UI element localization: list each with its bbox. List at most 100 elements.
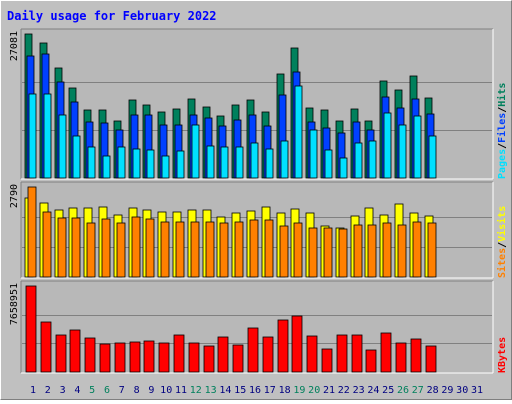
- day-label-29: 29: [441, 385, 453, 396]
- day-label-4: 4: [74, 385, 80, 396]
- bar-pages-day-10: [161, 155, 170, 179]
- bar-kbytes-day-13: [203, 345, 215, 373]
- chart-title: Daily usage for February 2022: [7, 9, 217, 23]
- legend-sites: Sites: [496, 248, 508, 278]
- bar-kbytes-day-11: [173, 334, 185, 373]
- bar-pages-day-20: [309, 129, 318, 179]
- bar-kbytes-day-19: [291, 315, 303, 373]
- day-label-13: 13: [205, 385, 217, 396]
- series-kbytes: [25, 285, 437, 373]
- bar-sites-day-12: [190, 221, 200, 278]
- bar-sites-day-10: [160, 221, 170, 278]
- bar-pages-day-26: [398, 124, 407, 179]
- bar-sites-day-16: [249, 219, 259, 278]
- legend-pages: Pages: [497, 149, 508, 179]
- day-label-12: 12: [190, 385, 202, 396]
- bar-pages-day-6: [102, 155, 111, 179]
- bar-pages-day-9: [146, 149, 155, 179]
- day-label-14: 14: [219, 385, 231, 396]
- bar-sites-day-9: [145, 218, 155, 278]
- panel-legend: Sites/Visits: [496, 206, 508, 278]
- legend-separator: /: [497, 143, 508, 149]
- bar-kbytes-day-28: [425, 345, 437, 373]
- bar-kbytes-day-5: [84, 337, 96, 373]
- bar-sites-day-22: [338, 228, 348, 278]
- day-label-7: 7: [119, 385, 125, 396]
- day-label-18: 18: [279, 385, 291, 396]
- bar-kbytes-day-10: [158, 342, 170, 373]
- bar-sites-day-28: [427, 222, 437, 278]
- bar-pages-day-24: [368, 140, 377, 179]
- max-value-label: 27081: [9, 31, 20, 61]
- bar-pages-day-23: [354, 142, 363, 179]
- bar-sites-day-21: [323, 227, 333, 278]
- day-label-10: 10: [160, 385, 172, 396]
- bar-pages-day-17: [265, 148, 274, 179]
- bar-sites-day-5: [86, 222, 96, 278]
- bar-kbytes-day-27: [410, 338, 422, 373]
- bar-pages-day-14: [220, 146, 229, 179]
- bar-pages-day-21: [324, 149, 333, 179]
- day-label-25: 25: [382, 385, 394, 396]
- day-label-31: 31: [471, 385, 483, 396]
- bar-sites-day-23: [353, 224, 363, 278]
- legend-hits: Hits: [496, 83, 508, 107]
- bar-sites-day-6: [101, 218, 111, 278]
- panel-3: 7658951 KBytes: [9, 280, 508, 374]
- bar-sites-day-20: [308, 227, 318, 278]
- bar-pages-day-15: [235, 146, 244, 179]
- panel-legend: Pages/Files/Hits: [496, 83, 508, 179]
- bar-sites-day-27: [412, 221, 422, 278]
- bar-kbytes-day-18: [277, 319, 289, 373]
- bar-kbytes-day-16: [247, 327, 259, 373]
- bar-sites-day-25: [382, 222, 392, 278]
- bar-pages-day-12: [191, 124, 200, 179]
- bar-kbytes-day-22: [336, 334, 348, 373]
- bar-pages-day-25: [383, 112, 392, 179]
- bar-kbytes-day-26: [395, 342, 407, 373]
- bar-sites-day-26: [397, 224, 407, 278]
- series-sites: [27, 186, 437, 278]
- bar-kbytes-day-2: [40, 321, 52, 373]
- panel-2: 2790 Sites/Visits: [9, 181, 508, 279]
- bar-kbytes-day-15: [232, 344, 244, 373]
- day-label-15: 15: [234, 385, 246, 396]
- bar-kbytes-day-12: [188, 342, 200, 373]
- bar-sites-day-11: [175, 221, 185, 278]
- day-label-22: 22: [338, 385, 350, 396]
- bar-kbytes-day-6: [99, 343, 111, 373]
- bar-kbytes-day-17: [262, 336, 274, 373]
- bar-pages-day-22: [339, 157, 348, 179]
- bar-pages-day-27: [413, 115, 422, 179]
- day-label-17: 17: [264, 385, 276, 396]
- bar-pages-day-4: [72, 135, 81, 179]
- bar-pages-day-5: [87, 146, 96, 179]
- bar-kbytes-day-21: [321, 348, 333, 373]
- panel-legend: KBytes: [497, 337, 508, 373]
- day-label-23: 23: [353, 385, 365, 396]
- bar-pages-day-18: [280, 140, 289, 179]
- bar-pages-day-19: [294, 85, 303, 179]
- bar-kbytes-day-23: [351, 334, 363, 373]
- legend-files: Files: [496, 113, 508, 143]
- bar-kbytes-day-9: [143, 340, 155, 373]
- bar-kbytes-day-8: [129, 341, 141, 373]
- bar-pages-day-1: [28, 93, 37, 179]
- bar-pages-day-7: [117, 146, 126, 179]
- bar-sites-day-1: [27, 186, 37, 278]
- bar-sites-day-18: [279, 225, 289, 278]
- bar-pages-day-28: [428, 135, 437, 179]
- day-label-11: 11: [175, 385, 187, 396]
- bar-sites-day-24: [367, 224, 377, 278]
- bar-sites-day-13: [205, 221, 215, 278]
- legend-separator: /: [497, 107, 508, 113]
- bar-kbytes-day-4: [69, 329, 81, 373]
- day-label-1: 1: [30, 385, 36, 396]
- bar-sites-day-19: [293, 222, 303, 278]
- day-label-27: 27: [412, 385, 424, 396]
- bar-pages-day-8: [132, 148, 141, 179]
- day-label-19: 19: [293, 385, 305, 396]
